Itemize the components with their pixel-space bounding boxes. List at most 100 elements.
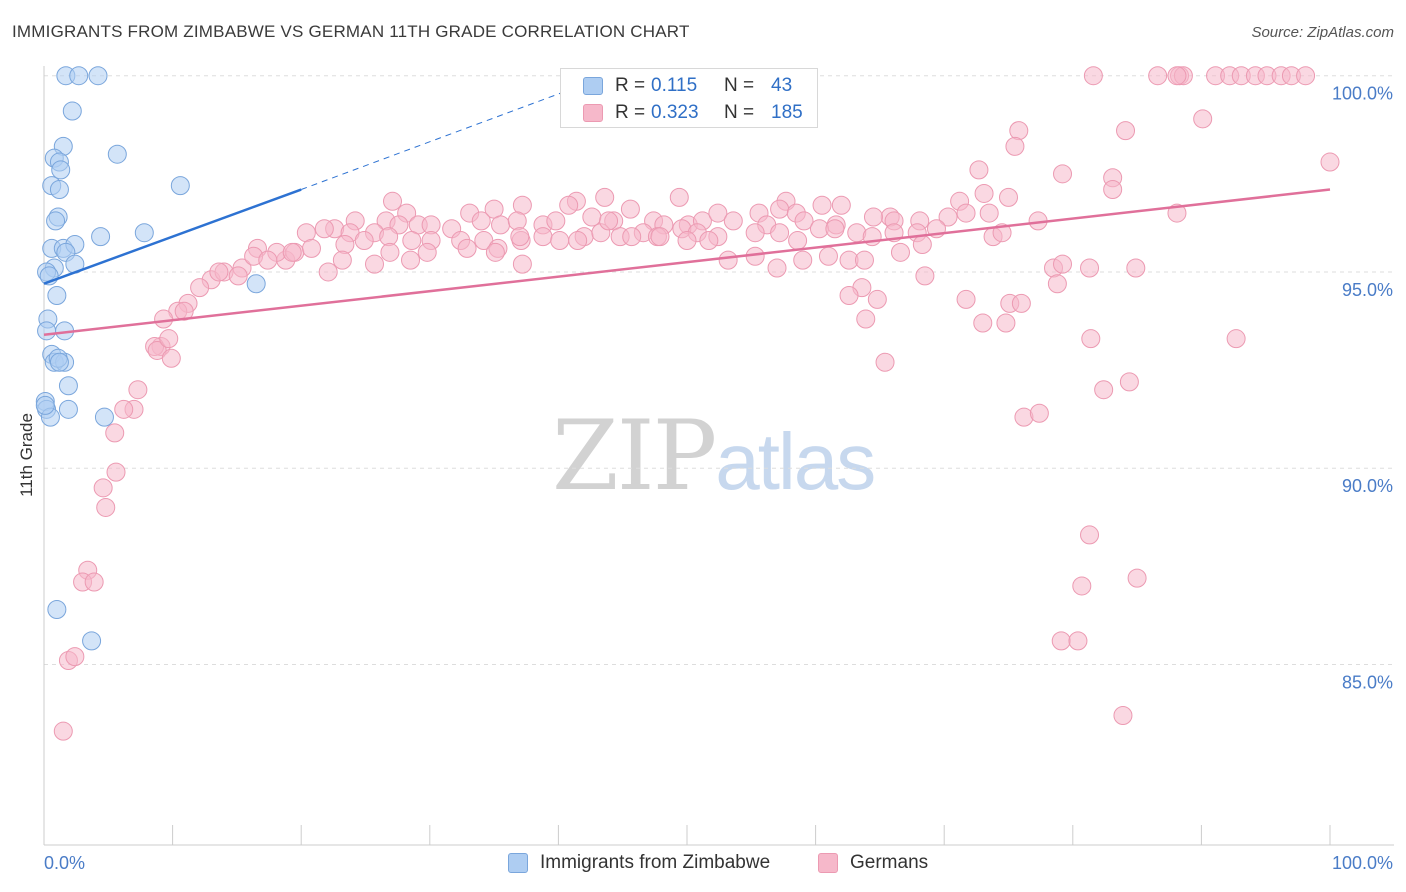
- zimbabwe-point: [37, 321, 57, 341]
- x-tick-label: 0.0%: [44, 853, 85, 873]
- germans-point: [228, 266, 248, 286]
- zimbabwe-point: [69, 66, 89, 86]
- series-legend-zimbabwe: Immigrants from Zimbabwe: [508, 852, 770, 874]
- germans-point: [812, 195, 832, 215]
- germans-point: [854, 250, 874, 270]
- germans-point: [979, 203, 999, 223]
- legend-r-value: 0.323: [651, 102, 699, 123]
- germans-point: [867, 289, 887, 309]
- series-legend-germans: Germans: [818, 852, 928, 874]
- zimbabwe-point: [51, 160, 71, 180]
- germans-point: [794, 211, 814, 231]
- germans-point: [161, 348, 181, 368]
- germans-point: [318, 262, 338, 282]
- legend-n-label: N =: [724, 102, 755, 123]
- zimbabwe-point: [35, 395, 55, 415]
- zimbabwe-point: [246, 274, 266, 294]
- germans-point: [174, 301, 194, 321]
- germans-point: [875, 352, 895, 372]
- germans-point: [718, 250, 738, 270]
- series-swatch-zimbabwe: [508, 853, 528, 873]
- germans-trend-line: [43, 188, 1331, 336]
- germans-point: [770, 199, 790, 219]
- germans-point: [546, 211, 566, 231]
- y-tick-label: 100.0%: [1332, 84, 1393, 104]
- zimbabwe-point: [82, 631, 102, 651]
- zimbabwe-trend-line: [43, 188, 302, 285]
- y-tick-label: 85.0%: [1342, 672, 1393, 692]
- germans-point: [856, 309, 876, 329]
- germans-point: [96, 497, 116, 517]
- stats-legend: R = 0.115 N = 43 R = 0.323 N = 185: [560, 68, 818, 128]
- y-tick-label: 90.0%: [1342, 476, 1393, 496]
- germans-point: [1226, 329, 1246, 349]
- y-tick-label: 95.0%: [1342, 280, 1393, 300]
- germans-point: [93, 478, 113, 498]
- germans-point: [938, 207, 958, 227]
- zimbabwe-point: [170, 176, 190, 196]
- germans-point: [1081, 329, 1101, 349]
- zimbabwe-point: [46, 211, 66, 231]
- germans-point: [105, 423, 125, 443]
- germans-point: [622, 227, 642, 247]
- germans-point: [999, 187, 1018, 207]
- germans-point: [335, 234, 355, 254]
- germans-point: [745, 223, 765, 243]
- germans-point: [912, 234, 932, 254]
- germans-point: [1072, 576, 1092, 596]
- germans-point: [1148, 66, 1168, 86]
- germans-point: [159, 329, 179, 349]
- germans-point: [1047, 274, 1067, 294]
- germans-point: [354, 231, 374, 251]
- germans-point: [1113, 705, 1133, 725]
- germans-point: [723, 211, 743, 231]
- germans-point: [282, 242, 302, 262]
- germans-point: [1126, 258, 1146, 278]
- germans-point: [1029, 403, 1049, 423]
- germans-point: [53, 721, 73, 741]
- watermark: ZIPatlas: [552, 400, 876, 512]
- germans-point: [84, 572, 104, 592]
- germans-point: [582, 207, 602, 227]
- germans-point: [620, 199, 640, 219]
- germans-point: [1116, 121, 1136, 141]
- zimbabwe-point: [47, 600, 67, 619]
- germans-point: [209, 262, 229, 282]
- zimbabwe-points: [35, 66, 266, 651]
- series-label-zimbabwe: Immigrants from Zimbabwe: [540, 852, 771, 873]
- germans-point: [190, 278, 210, 298]
- germans-point: [380, 242, 400, 262]
- germans-point: [1053, 164, 1073, 184]
- germans-point: [956, 289, 976, 309]
- germans-point: [969, 160, 989, 180]
- germans-point: [365, 254, 385, 274]
- germans-point: [457, 238, 477, 258]
- germans-point: [402, 231, 422, 251]
- germans-point: [818, 246, 838, 266]
- germans-point: [973, 313, 993, 333]
- germans-point: [128, 380, 148, 400]
- germans-point: [1005, 136, 1025, 156]
- germans-point: [533, 227, 553, 247]
- germans-point: [1320, 152, 1340, 172]
- germans-point: [599, 211, 619, 231]
- x-tick-label: 100.0%: [1332, 853, 1393, 873]
- germans-point: [770, 223, 790, 243]
- germans-point: [956, 203, 976, 223]
- series-label-germans: Germans: [850, 852, 929, 873]
- legend-n-value: 43: [771, 75, 793, 96]
- germans-point: [996, 313, 1016, 333]
- germans-point: [915, 266, 935, 286]
- germans-point: [677, 231, 697, 251]
- germans-point: [154, 309, 174, 329]
- germans-point: [510, 227, 530, 247]
- germans-point: [839, 286, 859, 305]
- zimbabwe-point: [88, 66, 108, 86]
- germans-point: [314, 219, 334, 239]
- y-axis-title: 11th Grade: [17, 413, 36, 497]
- germans-point: [417, 242, 437, 262]
- germans-point: [471, 211, 491, 231]
- source-label: Source: ZipAtlas.com: [1251, 24, 1394, 41]
- legend-n-value: 185: [771, 102, 803, 123]
